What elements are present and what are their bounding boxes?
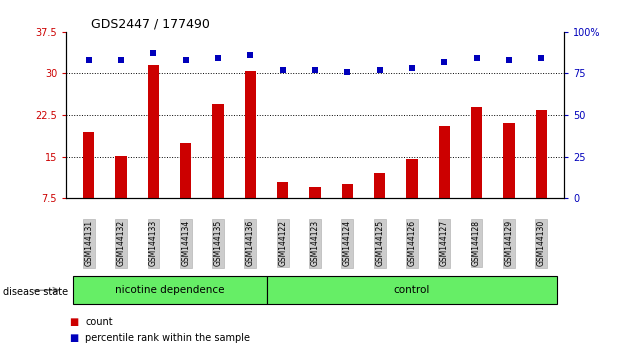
Point (471, 56, 481, 61)
Point (342, 69, 352, 75)
Point (504, 57, 514, 63)
Point (375, 67, 385, 73)
Text: GSM144130: GSM144130 (537, 220, 546, 266)
Bar (374, 173, 386, 198)
Bar (244, 71, 256, 198)
Text: GSM144123: GSM144123 (311, 220, 319, 266)
Text: control: control (394, 285, 430, 295)
Bar (83, 132, 94, 198)
Point (407, 65, 417, 71)
Text: ■: ■ (69, 317, 79, 327)
Bar (438, 126, 450, 198)
Bar (309, 187, 321, 198)
Text: GSM144134: GSM144134 (181, 220, 190, 266)
Text: GSM144128: GSM144128 (472, 220, 481, 266)
Text: percentile rank within the sample: percentile rank within the sample (85, 333, 250, 343)
Text: GSM144127: GSM144127 (440, 220, 449, 266)
Point (213, 56, 223, 61)
Point (116, 57, 126, 63)
Bar (266, 276, 558, 304)
Bar (406, 159, 418, 198)
Point (536, 56, 546, 61)
Text: GSM144132: GSM144132 (117, 220, 125, 266)
Point (278, 67, 288, 73)
Point (439, 59, 449, 65)
Text: GSM144136: GSM144136 (246, 220, 255, 266)
Text: GSM144126: GSM144126 (408, 220, 416, 266)
Text: GSM144131: GSM144131 (84, 220, 93, 266)
Text: GSM144135: GSM144135 (214, 220, 222, 266)
Bar (277, 182, 289, 198)
Bar (180, 143, 192, 198)
Point (310, 67, 320, 73)
Text: GSM144129: GSM144129 (505, 220, 513, 266)
Bar (212, 104, 224, 198)
Text: disease state: disease state (3, 287, 68, 297)
Text: GSM144125: GSM144125 (375, 220, 384, 266)
Bar (115, 155, 127, 198)
Bar (536, 109, 547, 198)
Point (245, 52, 255, 58)
Bar (503, 124, 515, 198)
Text: GSM144124: GSM144124 (343, 220, 352, 266)
Bar (471, 107, 482, 198)
Text: GDS2447 / 177490: GDS2447 / 177490 (91, 18, 210, 31)
Point (181, 57, 191, 63)
Text: count: count (85, 317, 113, 327)
Text: ■: ■ (69, 333, 79, 343)
Text: nicotine dependence: nicotine dependence (115, 285, 224, 295)
Point (84, 57, 94, 63)
Bar (148, 65, 159, 198)
Point (149, 51, 159, 56)
Text: GSM144133: GSM144133 (149, 220, 158, 266)
Text: GSM144122: GSM144122 (278, 220, 287, 266)
Bar (72, 276, 266, 304)
Bar (341, 184, 353, 198)
